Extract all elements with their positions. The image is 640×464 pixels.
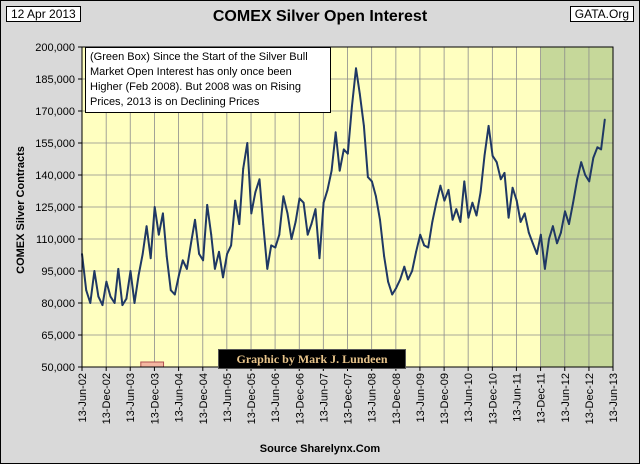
x-tick-label: 13-Dec-06 xyxy=(294,373,306,424)
y-tick-label: 185,000 xyxy=(35,74,75,86)
x-tick-label: 13-Jun-06 xyxy=(270,373,282,423)
x-tick-label: 13-Jun-04 xyxy=(174,373,186,423)
credit-text: Graphic by Mark J. Lundeen xyxy=(236,352,388,366)
x-tick-label: 13-Dec-05 xyxy=(246,373,258,424)
x-tick-label: 13-Dec-11 xyxy=(536,373,548,424)
y-tick-label: 110,000 xyxy=(36,234,75,246)
annotation-box: (Green Box) Since the Start of the Silve… xyxy=(85,47,331,113)
x-tick-label: 13-Jun-11 xyxy=(511,373,523,422)
x-tick-label: 13-Jun-05 xyxy=(222,373,234,423)
y-tick-label: 125,000 xyxy=(35,202,75,214)
x-tick-label: 13-Dec-03 xyxy=(149,373,161,424)
x-tick-label: 13-Dec-07 xyxy=(343,373,355,424)
date-label: 12 Apr 2013 xyxy=(6,6,81,22)
small-highlight-box xyxy=(140,361,165,368)
y-tick-label: 170,000 xyxy=(35,106,75,118)
x-tick-label: 13-Jun-03 xyxy=(125,373,137,423)
source-label: Source Sharelynx.Com xyxy=(259,443,381,455)
x-tick-label: 13-Jun-02 xyxy=(77,373,89,423)
y-tick-label: 155,000 xyxy=(35,138,75,150)
x-tick-label: 13-Dec-12 xyxy=(584,373,596,424)
x-tick-label: 13-Jun-07 xyxy=(318,373,330,423)
credit-label: Graphic by Mark J. Lundeen xyxy=(218,349,406,369)
x-tick-label: 13-Dec-02 xyxy=(101,373,113,424)
y-tick-label: 50,000 xyxy=(41,362,75,374)
x-tick-label: 13-Jun-12 xyxy=(560,373,572,423)
x-tick-label: 13-Jun-10 xyxy=(463,373,475,423)
x-tick-label: 13-Dec-10 xyxy=(487,373,499,424)
x-tick-label: 13-Dec-08 xyxy=(391,373,403,424)
x-axis: 13-Jun-02 13-Dec-02 13-Jun-03 13-Dec-03 13-J… xyxy=(77,367,620,424)
x-tick-label: 13-Dec-04 xyxy=(198,373,210,424)
series-line xyxy=(81,67,606,307)
y-tick-label: 140,000 xyxy=(35,170,75,182)
x-tick-label: 13-Jun-09 xyxy=(415,373,427,423)
y-tick-label: 200,000 xyxy=(35,42,75,54)
site-label: GATA.Org xyxy=(569,6,634,22)
x-tick-label: 13-Jun-13 xyxy=(608,373,620,423)
x-tick-label: 13-Dec-09 xyxy=(439,373,451,424)
y-tick-label: 65,000 xyxy=(41,330,75,342)
chart-title: COMEX Silver Open Interest xyxy=(212,8,428,25)
annotation-text: (Green Box) Since the Start of the Silve… xyxy=(90,51,308,108)
y-axis-label: COMEX Silver Contracts xyxy=(15,146,27,274)
y-axis: 50,000 65,000 80,000 95,000 110,000 125,000 14… xyxy=(35,42,82,374)
x-tick-label: 13-Jun-08 xyxy=(367,373,379,423)
y-tick-label: 95,000 xyxy=(41,266,75,278)
y-tick-label: 80,000 xyxy=(41,298,75,310)
